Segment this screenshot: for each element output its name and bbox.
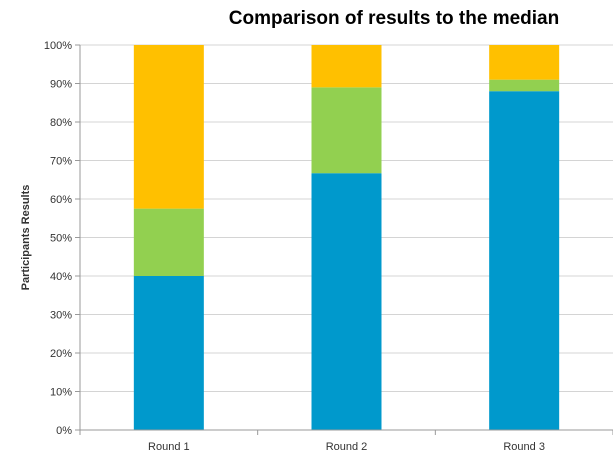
y-tick-label: 80% [50,117,72,129]
y-tick-label: 100% [44,40,72,52]
y-tick-label: 30% [50,310,72,322]
x-tick-labels: Round 1 Round 2 Round 3 [148,441,545,453]
bar-segment [489,79,560,92]
bar-segment [311,173,382,430]
chart-title: Comparison of results to the median [228,8,560,29]
y-tick-label: 20% [50,348,72,360]
bar-segment [311,45,382,88]
axes [75,44,613,435]
bar-segment [133,276,204,430]
bar-segment [489,45,560,80]
x-tick-label: Round 3 [503,441,545,453]
y-tick-label: 90% [50,79,72,91]
y-tick-labels: 0% 10% 20% 30% 40% 50% 60% 70% 80% 90% 100% [44,40,72,437]
bars [133,45,560,430]
bar-segment [311,87,382,174]
x-tick-label: Round 1 [148,441,190,453]
bar-segment [133,45,204,209]
y-tick-label: 10% [50,387,72,399]
bar-segment [489,91,560,430]
x-tick-label: Round 2 [326,441,368,453]
y-axis-title: Participants Results [20,185,32,291]
y-tick-label: 60% [50,194,72,206]
y-tick-label: 70% [50,156,72,168]
y-tick-label: 0% [56,425,72,437]
y-tick-label: 40% [50,271,72,283]
bar-segment [133,208,204,276]
y-tick-label: 50% [50,233,72,245]
